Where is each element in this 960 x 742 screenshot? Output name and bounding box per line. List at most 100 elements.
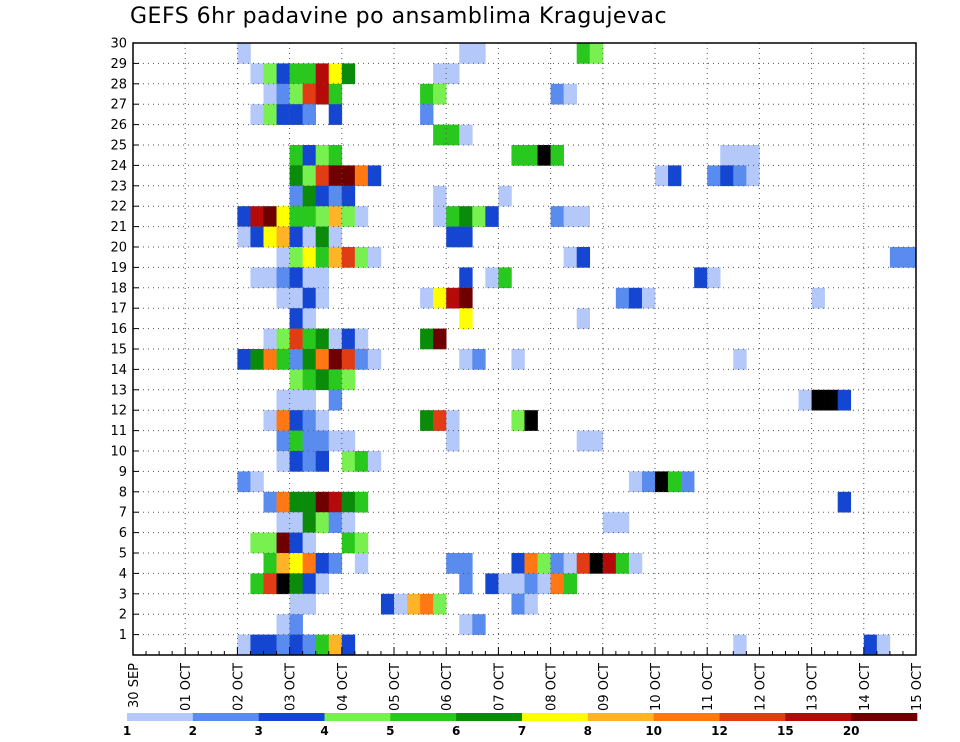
heatmap-cell [302, 593, 316, 615]
heatmap-cell [315, 328, 330, 350]
heatmap-cell [798, 389, 812, 411]
heatmap-cell [628, 553, 643, 574]
heatmap-cell [315, 185, 330, 207]
heatmap-cell [563, 553, 577, 574]
heatmap-cell [328, 247, 343, 268]
heatmap-cell [263, 573, 277, 595]
heatmap-cell [237, 471, 251, 493]
heatmap-cell [707, 267, 721, 289]
heatmap-cell [511, 593, 525, 615]
heatmap-cell [602, 553, 617, 574]
y-tick-label: 6 [119, 526, 127, 541]
heatmap-cell [354, 491, 369, 513]
heatmap-cell [250, 63, 264, 85]
heatmap-cell [550, 145, 564, 166]
heatmap-cell [433, 593, 447, 615]
heatmap-cell [824, 389, 838, 411]
heatmap-cell [655, 471, 669, 493]
heatmap-cell [276, 226, 290, 248]
heatmap-cell [289, 247, 303, 268]
heatmap-cell [420, 287, 434, 309]
heatmap-cell [485, 573, 499, 595]
heatmap-cell [837, 389, 852, 411]
heatmap-cell [315, 145, 330, 166]
heatmap-cell [655, 165, 669, 187]
colorbar-label: 12 [711, 724, 728, 738]
heatmap-cell [276, 349, 290, 370]
x-tick-label: 05 OCT [388, 663, 403, 711]
heatmap-cell [576, 430, 591, 452]
heatmap-cell [354, 349, 369, 370]
heatmap-cell [550, 553, 564, 574]
colorbar-swatch [324, 713, 391, 721]
heatmap-cell [367, 349, 382, 370]
heatmap-cell [341, 247, 356, 268]
heatmap-cell [446, 287, 460, 309]
heatmap-cell [420, 593, 434, 615]
y-tick-label: 8 [119, 485, 127, 500]
heatmap-cell [276, 104, 290, 125]
heatmap-cell [289, 634, 303, 656]
heatmap-cell [315, 369, 330, 391]
heatmap-cell [459, 267, 473, 289]
heatmap-cell [289, 389, 303, 411]
heatmap-cell [889, 247, 904, 268]
heatmap-cell [250, 532, 264, 554]
heatmap-cell [315, 573, 330, 595]
heatmap-cell [524, 593, 538, 615]
heatmap-cell [276, 328, 290, 350]
heatmap-cell [589, 43, 604, 64]
heatmap-cell [302, 328, 316, 350]
heatmap-cell [328, 104, 343, 125]
y-tick-label: 20 [110, 241, 127, 256]
x-tick-label: 15 OCT [910, 663, 925, 711]
heatmap-cell [902, 247, 917, 268]
colorbar-label: 15 [777, 724, 794, 738]
heatmap-cell [289, 410, 303, 431]
heatmap-cell [276, 614, 290, 635]
y-tick-label: 22 [110, 200, 127, 215]
heatmap-cell [328, 430, 343, 452]
y-tick-label: 16 [110, 322, 127, 337]
y-tick-label: 19 [110, 261, 127, 276]
y-tick-label: 21 [110, 220, 127, 235]
y-tick-label: 11 [110, 424, 127, 439]
heatmap-cell [420, 328, 434, 350]
heatmap-cell [341, 634, 356, 656]
y-tick-label: 18 [110, 281, 127, 296]
heatmap-cell [459, 573, 473, 595]
heatmap-cell [289, 328, 303, 350]
heatmap-cell [302, 83, 316, 105]
heatmap-cell [289, 573, 303, 595]
colorbar-swatch [258, 713, 325, 721]
heatmap-cell [289, 165, 303, 187]
heatmap-cell [315, 349, 330, 370]
heatmap-cell [250, 206, 264, 227]
heatmap-cell [289, 63, 303, 85]
heatmap-cell [328, 63, 343, 85]
colorbar-swatch [456, 713, 523, 721]
heatmap-cell [302, 247, 316, 268]
heatmap-cell [550, 573, 564, 595]
heatmap-cell [289, 206, 303, 227]
heatmap-cell [354, 247, 369, 268]
heatmap-cell [315, 206, 330, 227]
heatmap-cell [602, 512, 617, 533]
x-tick-label: 01 OCT [179, 663, 194, 711]
heatmap-cell [302, 410, 316, 431]
heatmap-cell [341, 369, 356, 391]
heatmap-cell [289, 226, 303, 248]
heatmap-cell [524, 410, 538, 431]
chart-title: GEFS 6hr padavine po ansamblima Kragujev… [130, 4, 668, 29]
colorbar-swatch [522, 713, 589, 721]
colorbar-label: 20 [843, 724, 860, 738]
heatmap-cell [276, 512, 290, 533]
heatmap-cell [668, 471, 682, 493]
y-axis-ticks: 1234567891011121314151617181920212223242… [110, 37, 139, 643]
y-tick-label: 30 [110, 37, 127, 52]
y-tick-label: 24 [110, 159, 127, 174]
heatmap-cell [250, 471, 264, 493]
x-tick-label: 08 OCT [545, 663, 560, 711]
heatmap-cell [315, 553, 330, 574]
heatmap-cell [354, 165, 369, 187]
